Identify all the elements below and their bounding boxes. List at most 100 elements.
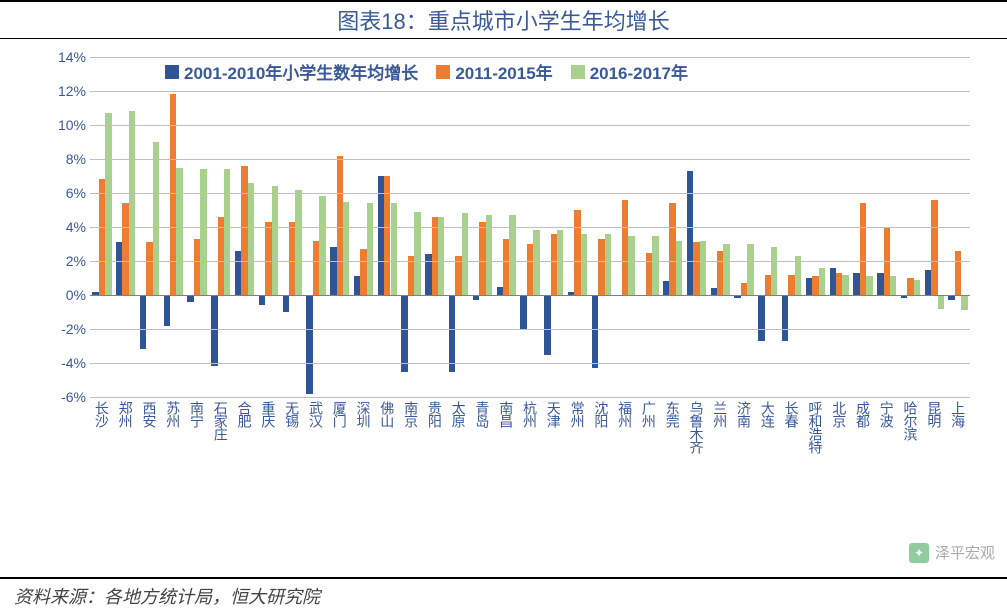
x-tick-label: 郑州 (119, 401, 133, 427)
bar (401, 295, 407, 372)
x-tick-label: 长春 (785, 401, 799, 427)
wechat-icon: ✦ (909, 543, 929, 563)
watermark-text: 泽平宏观 (935, 542, 995, 563)
x-tick-label: 昆明 (927, 401, 941, 427)
x-tick-label: 苏州 (166, 401, 180, 427)
x-tick-label: 合肥 (238, 401, 252, 427)
gridline (90, 193, 970, 194)
y-tick-label: -4% (42, 355, 86, 371)
chart-container: 2001-2010年小学生数年均增长 2011-2015年 2016-2017年 -… (30, 47, 990, 477)
gridline (90, 227, 970, 228)
bar (938, 295, 944, 309)
bar (890, 276, 896, 295)
x-tick-label: 天津 (547, 401, 561, 427)
bar (164, 295, 170, 326)
x-tick-label: 乌鲁木齐 (689, 401, 703, 453)
y-tick-label: 6% (42, 185, 86, 201)
bar (592, 295, 598, 368)
x-tick-label: 成都 (856, 401, 870, 427)
bar (581, 234, 587, 295)
x-tick-label: 武汉 (309, 401, 323, 427)
bar (224, 169, 230, 295)
bar (343, 202, 349, 296)
x-tick-label: 呼和浩特 (808, 401, 822, 453)
bar (319, 196, 325, 295)
x-tick-label: 佛山 (380, 401, 394, 427)
y-tick-label: 10% (42, 117, 86, 133)
bar (961, 295, 967, 310)
y-tick-label: 0% (42, 287, 86, 303)
bar (462, 213, 468, 295)
x-axis-labels: 长沙郑州西安苏州南宁石家庄合肥重庆无锡武汉厦门深圳佛山南京贵阳太原青岛南昌杭州天… (90, 401, 970, 481)
legend-label: 2001-2010年小学生数年均增长 (184, 59, 418, 84)
bar (557, 230, 563, 295)
y-tick-label: -6% (42, 389, 86, 405)
bar (449, 295, 455, 372)
bar (140, 295, 146, 349)
gridline (90, 329, 970, 330)
x-tick-label: 青岛 (475, 401, 489, 427)
bar (544, 295, 550, 355)
y-tick-label: 8% (42, 151, 86, 167)
legend-label: 2011-2015年 (455, 59, 552, 84)
x-tick-label: 无锡 (285, 401, 299, 427)
bar (105, 113, 111, 295)
x-tick-label: 济南 (737, 401, 751, 427)
x-tick-label: 深圳 (357, 401, 371, 427)
gridline (90, 295, 970, 296)
x-tick-label: 南宁 (190, 401, 204, 427)
bar (283, 295, 289, 312)
plot-area: -6%-4%-2%0%2%4%6%8%10%12%14% (90, 57, 970, 397)
gridline (90, 363, 970, 364)
chart-title: 图表18：重点城市小学生年均增长 (0, 0, 1007, 39)
x-tick-label: 大连 (761, 401, 775, 427)
x-tick-label: 南京 (404, 401, 418, 427)
bar (295, 190, 301, 295)
bar (153, 142, 159, 295)
x-tick-label: 常州 (571, 401, 585, 427)
gridline (90, 261, 970, 262)
x-tick-label: 西安 (142, 401, 156, 427)
x-tick-label: 广州 (642, 401, 656, 427)
bar (931, 200, 937, 295)
bar (129, 111, 135, 295)
bar (955, 251, 961, 295)
bar (782, 295, 788, 341)
bar (700, 241, 706, 295)
bar (259, 295, 265, 305)
x-tick-label: 哈尔滨 (904, 401, 918, 440)
y-tick-label: 4% (42, 219, 86, 235)
x-tick-label: 长沙 (95, 401, 109, 427)
x-tick-label: 福州 (618, 401, 632, 427)
bar (272, 186, 278, 295)
x-tick-label: 太原 (452, 401, 466, 427)
legend-swatch (571, 65, 585, 79)
bar (866, 276, 872, 295)
legend-item: 2016-2017年 (571, 59, 688, 84)
legend-item: 2001-2010年小学生数年均增长 (165, 59, 418, 84)
bar (747, 244, 753, 295)
bar (438, 217, 444, 295)
bar (211, 295, 217, 366)
legend-item: 2011-2015年 (436, 59, 552, 84)
legend-swatch (436, 65, 450, 79)
legend: 2001-2010年小学生数年均增长 2011-2015年 2016-2017年 (165, 59, 688, 84)
bar (414, 212, 420, 295)
bar (520, 295, 526, 329)
y-tick-label: -2% (42, 321, 86, 337)
bar (676, 241, 682, 295)
x-tick-label: 东莞 (666, 401, 680, 427)
bar (200, 169, 206, 295)
x-tick-label: 贵阳 (428, 401, 442, 427)
bar (628, 236, 634, 296)
x-tick-label: 上海 (951, 401, 965, 427)
gridline (90, 159, 970, 160)
watermark: ✦ 泽平宏观 (909, 542, 995, 563)
x-tick-label: 南昌 (499, 401, 513, 427)
bar (771, 247, 777, 295)
legend-label: 2016-2017年 (590, 59, 688, 84)
bar (533, 230, 539, 295)
source-text: 资料来源：各地方统计局，恒大研究院 (0, 579, 1007, 613)
bar (914, 280, 920, 295)
bar (652, 236, 658, 296)
